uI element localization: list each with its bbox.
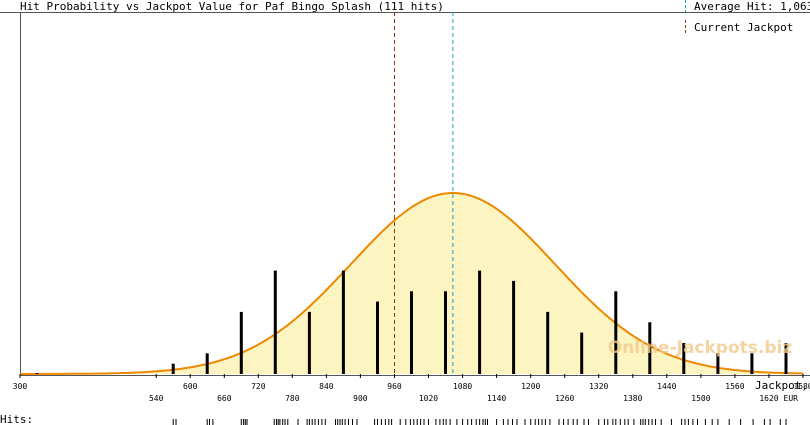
x-tick-label: 780 bbox=[285, 394, 300, 403]
current-jackpot-legend-label: Current Jackpot bbox=[694, 21, 793, 34]
bar bbox=[307, 311, 311, 374]
x-tick-label: 300 bbox=[13, 382, 28, 391]
x-tick-label: 1140 bbox=[487, 394, 506, 403]
x-tick-label: 540 bbox=[149, 394, 164, 403]
x-tick-label: 1020 bbox=[419, 394, 438, 403]
bar bbox=[341, 270, 345, 374]
bar bbox=[580, 332, 584, 374]
x-axis-unit: EUR bbox=[784, 394, 799, 403]
bell-curve-line bbox=[20, 192, 804, 375]
x-tick-label: 1320 bbox=[589, 382, 608, 391]
x-tick-label: 1080 bbox=[453, 382, 472, 391]
bar bbox=[205, 353, 209, 374]
x-tick-label: 1620 bbox=[759, 394, 778, 403]
bar bbox=[682, 343, 686, 374]
bar bbox=[376, 301, 379, 374]
bar bbox=[171, 363, 175, 374]
x-tick-label: 1440 bbox=[657, 382, 676, 391]
bar bbox=[512, 280, 516, 374]
x-tick-label: 1560 bbox=[725, 382, 744, 391]
bell-curve-fill bbox=[20, 193, 803, 374]
x-tick-label: 960 bbox=[387, 382, 402, 391]
bar bbox=[648, 322, 652, 374]
bar bbox=[444, 291, 447, 374]
x-tick-label: 1680 bbox=[793, 382, 810, 391]
bar bbox=[716, 353, 720, 374]
bar bbox=[410, 291, 413, 374]
bar bbox=[546, 311, 550, 374]
x-tick-label: 720 bbox=[251, 382, 266, 391]
bar bbox=[239, 311, 243, 374]
average-hit-legend-label: Average Hit: 1,063 bbox=[694, 0, 810, 13]
x-tick-label: 1200 bbox=[521, 382, 540, 391]
x-axis-label: Jackpot, bbox=[755, 379, 808, 392]
bar bbox=[784, 343, 788, 374]
hits-label: Hits: bbox=[0, 413, 33, 425]
bar bbox=[614, 291, 618, 374]
x-tick-label: 1500 bbox=[691, 394, 710, 403]
bar bbox=[478, 270, 482, 374]
bar bbox=[35, 373, 39, 374]
x-tick-label: 900 bbox=[353, 394, 368, 403]
bar bbox=[273, 270, 277, 374]
watermark: Online-Jackpots.biz bbox=[608, 338, 793, 358]
x-tick-label: 600 bbox=[183, 382, 198, 391]
chart-title: Hit Probability vs Jackpot Value for Paf… bbox=[20, 0, 444, 13]
bar bbox=[750, 353, 754, 374]
x-tick-label: 1380 bbox=[623, 394, 642, 403]
x-tick-label: 660 bbox=[217, 394, 232, 403]
x-tick-label: 1260 bbox=[555, 394, 574, 403]
x-tick-label: 840 bbox=[319, 382, 334, 391]
